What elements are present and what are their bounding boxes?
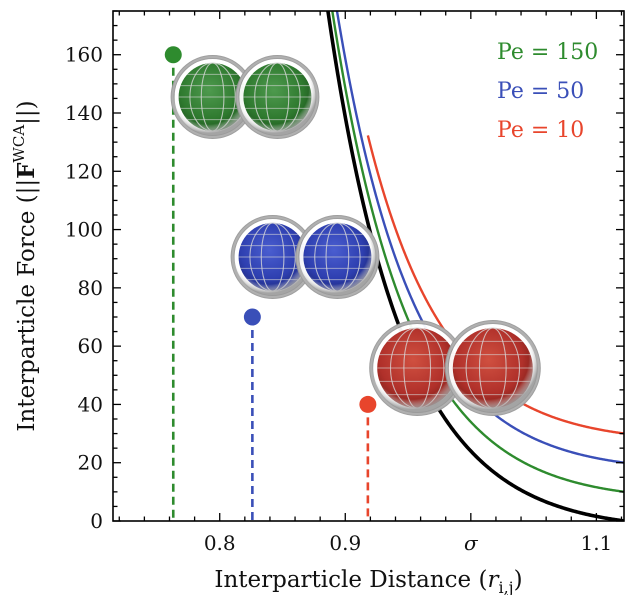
plot-frame <box>112 10 625 522</box>
y-tick-label: 60 <box>78 334 103 358</box>
sphere-icon <box>369 320 466 416</box>
x-axis-label: Interparticle Distance (ri,j) <box>214 567 522 595</box>
legend-entry: Pe = 10 <box>497 118 584 143</box>
series-line-wca <box>326 11 624 521</box>
y-axis-label: Interparticle Force (||FWCA||) <box>10 100 40 431</box>
cutoff-marker <box>359 395 377 413</box>
sphere-icon <box>444 320 541 416</box>
x-tick-label: 0.9 <box>329 531 361 555</box>
sphere-icon <box>295 215 380 299</box>
y-tick-label: 0 <box>90 509 103 533</box>
series-line-pe-150 <box>331 11 624 493</box>
y-tick-label: 20 <box>78 451 103 475</box>
legend-entry: Pe = 150 <box>497 40 598 65</box>
sphere-icon <box>170 55 255 139</box>
y-tick-label: 160 <box>65 43 103 67</box>
y-tick-label: 40 <box>78 392 103 416</box>
dimer-illustration <box>170 55 320 139</box>
x-tick-label: 0.8 <box>204 531 236 555</box>
y-tick-label: 140 <box>65 101 103 125</box>
sphere-icon <box>235 55 320 139</box>
dimer-illustration <box>369 320 541 416</box>
y-tick-label: 120 <box>65 159 103 183</box>
x-tick-label: σ <box>464 531 479 555</box>
y-tick-label: 100 <box>65 218 103 242</box>
cutoff-marker <box>243 308 261 326</box>
y-tick-label: 80 <box>78 276 103 300</box>
dimer-illustration <box>230 215 380 299</box>
x-tick-label: 1.1 <box>580 531 612 555</box>
sphere-icon <box>230 215 315 299</box>
cutoff-marker <box>164 46 182 64</box>
legend-entry: Pe = 50 <box>497 79 584 104</box>
